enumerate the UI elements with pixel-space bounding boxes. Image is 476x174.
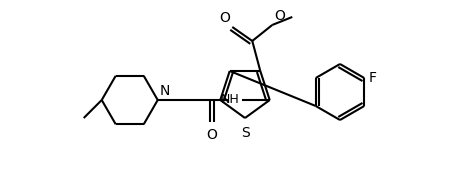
- Text: NH: NH: [221, 93, 240, 106]
- Text: O: O: [274, 9, 285, 23]
- Text: S: S: [241, 126, 249, 140]
- Text: F: F: [368, 71, 376, 85]
- Text: O: O: [206, 128, 217, 142]
- Text: N: N: [160, 84, 170, 98]
- Text: O: O: [219, 11, 230, 25]
